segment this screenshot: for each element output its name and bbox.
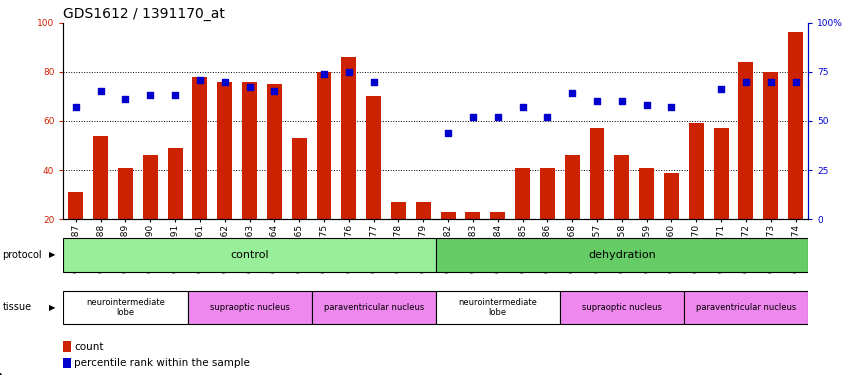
Bar xyxy=(664,172,678,219)
Bar xyxy=(560,291,684,324)
Point xyxy=(714,87,728,93)
Bar xyxy=(689,123,704,219)
Bar xyxy=(63,291,188,324)
Text: count: count xyxy=(74,342,103,351)
Bar xyxy=(714,128,728,219)
Bar xyxy=(391,202,406,219)
Bar xyxy=(540,168,555,219)
Bar xyxy=(118,168,133,219)
Point xyxy=(69,104,83,110)
Point xyxy=(144,92,157,98)
Bar xyxy=(69,192,83,219)
Text: paraventricular nucleus: paraventricular nucleus xyxy=(695,303,796,312)
Text: neurointermediate
lobe: neurointermediate lobe xyxy=(86,298,165,317)
Bar xyxy=(788,32,803,219)
Point xyxy=(640,102,653,108)
Bar xyxy=(168,148,183,219)
Point xyxy=(565,90,579,96)
Point xyxy=(591,98,604,104)
Point xyxy=(442,130,455,136)
Bar xyxy=(193,76,207,219)
Bar xyxy=(63,341,71,352)
Point xyxy=(243,84,256,90)
Bar xyxy=(63,238,436,272)
Bar xyxy=(311,291,436,324)
Point xyxy=(193,76,206,82)
Bar xyxy=(63,358,71,368)
Bar xyxy=(436,291,560,324)
Bar xyxy=(614,155,629,219)
Text: supraoptic nucleus: supraoptic nucleus xyxy=(210,303,289,312)
Point xyxy=(491,114,504,120)
Bar xyxy=(491,212,505,219)
Bar xyxy=(242,82,257,219)
Text: dehydration: dehydration xyxy=(588,250,656,260)
Point xyxy=(541,114,554,120)
Text: percentile rank within the sample: percentile rank within the sample xyxy=(74,358,250,368)
Bar xyxy=(684,291,808,324)
Bar xyxy=(93,136,108,219)
Text: neurointermediate
lobe: neurointermediate lobe xyxy=(459,298,537,317)
Bar xyxy=(316,72,332,219)
Bar xyxy=(267,84,282,219)
Bar xyxy=(565,155,580,219)
Point xyxy=(739,79,753,85)
Text: ▶: ▶ xyxy=(49,303,56,312)
Point xyxy=(764,79,777,85)
Point xyxy=(218,79,232,85)
Point xyxy=(317,70,331,77)
Point xyxy=(168,92,182,98)
Bar xyxy=(188,291,311,324)
Bar xyxy=(590,128,604,219)
Point xyxy=(94,88,107,94)
Bar xyxy=(441,212,455,219)
Bar xyxy=(143,155,157,219)
Text: ▶: ▶ xyxy=(49,251,56,260)
Bar xyxy=(763,72,778,219)
Bar xyxy=(342,57,356,219)
Text: tissue: tissue xyxy=(3,303,31,312)
Bar xyxy=(640,168,654,219)
Point xyxy=(615,98,629,104)
Bar xyxy=(366,96,381,219)
Bar xyxy=(739,62,753,219)
Text: control: control xyxy=(230,250,269,260)
Bar xyxy=(292,138,306,219)
Text: paraventricular nucleus: paraventricular nucleus xyxy=(323,303,424,312)
Text: supraoptic nucleus: supraoptic nucleus xyxy=(582,303,662,312)
Bar xyxy=(436,238,808,272)
Point xyxy=(367,79,381,85)
Bar xyxy=(515,168,530,219)
Point xyxy=(788,79,802,85)
Text: protocol: protocol xyxy=(3,250,42,260)
Point xyxy=(118,96,132,102)
Point xyxy=(665,104,678,110)
Bar xyxy=(465,212,481,219)
Point xyxy=(516,104,530,110)
Bar xyxy=(416,202,431,219)
Point xyxy=(267,88,281,94)
Point xyxy=(466,114,480,120)
Text: GDS1612 / 1391170_at: GDS1612 / 1391170_at xyxy=(63,8,225,21)
Bar xyxy=(217,82,232,219)
Point xyxy=(342,69,355,75)
